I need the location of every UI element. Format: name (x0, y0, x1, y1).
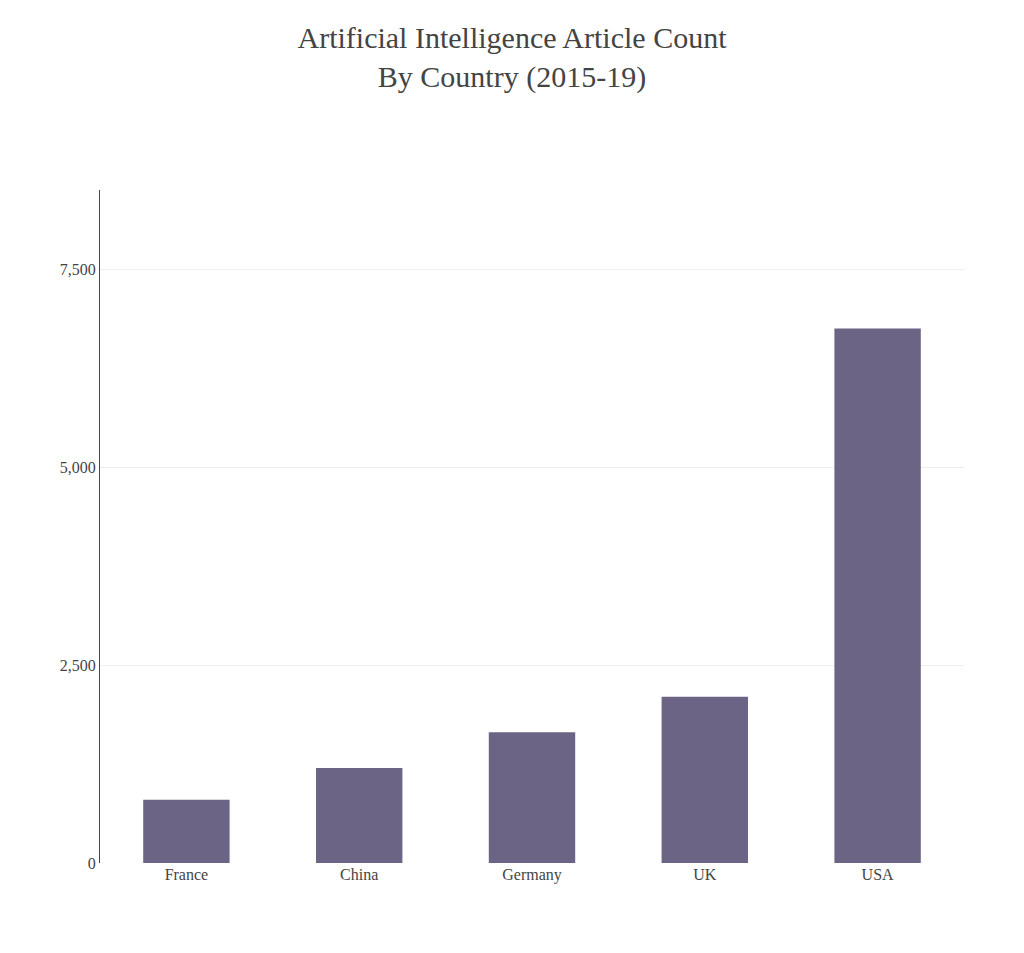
svg-text:Artificial Intelligence Articl: Artificial Intelligence Article CountBy … (297, 21, 727, 94)
svg-text:USA: USA (862, 866, 894, 883)
svg-text:France: France (165, 866, 209, 883)
svg-text:Germany: Germany (502, 866, 562, 884)
svg-text:China: China (340, 866, 378, 883)
svg-text:7,500: 7,500 (60, 261, 96, 278)
svg-text:0: 0 (88, 855, 96, 872)
svg-text:2,500: 2,500 (60, 657, 96, 674)
svg-text:UK: UK (693, 866, 717, 883)
svg-text:5,000: 5,000 (60, 459, 96, 476)
